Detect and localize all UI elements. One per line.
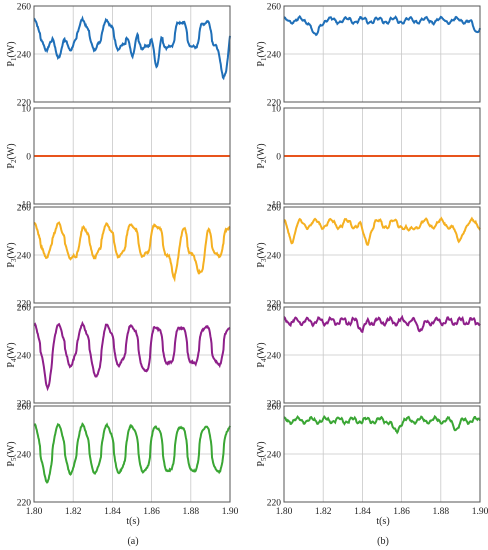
x-tick-label: 1.86: [393, 507, 410, 517]
x-axis-label-a: t(s): [126, 516, 139, 527]
y-tick-label: 0: [276, 153, 281, 163]
series-line-a1: [33, 15, 231, 81]
chart-a1: 220 240 260 P1(W): [6, 3, 231, 109]
chart-b1: 220 240 260 P1(W): [256, 3, 481, 109]
y-tick-label: 220: [17, 300, 32, 310]
x-tick-label: 1.90: [472, 507, 488, 517]
chart-b4: 220 240 260 P4(W): [256, 304, 481, 410]
y-tick-label: 220: [267, 300, 282, 310]
series-line-a4: [33, 320, 231, 392]
y-tick-label: 240: [17, 451, 32, 461]
x-tick-label: 1.90: [222, 507, 239, 517]
y-tick-label: 240: [17, 352, 32, 362]
y-tick-label: 260: [17, 204, 32, 214]
x-tick-label: 1.86: [143, 507, 160, 517]
y-tick-label: 220: [267, 499, 282, 509]
chart-a3: 220 240 260 P3(W): [6, 204, 231, 310]
series-line-a5: [33, 422, 231, 484]
plot-frame: [33, 206, 231, 304]
y-axis-label: P5(W): [256, 441, 268, 466]
x-tick-label: 1.80: [276, 507, 293, 517]
y-tick-label: 260: [17, 3, 32, 13]
x-tick-label: 1.88: [182, 507, 199, 517]
y-axis-label: P4(W): [6, 342, 18, 367]
chart-a5: 220 240 260 P5(W) 1.80 1.82 1.84 1.86 1.88 1.90: [6, 403, 239, 518]
plot-frame: [33, 5, 231, 103]
y-tick-label: 220: [17, 499, 32, 509]
y-axis-label: P3(W): [256, 242, 268, 267]
y-tick-label: 240: [267, 51, 282, 61]
y-tick-label: 10: [272, 105, 282, 115]
y-tick-label: 240: [17, 51, 32, 61]
y-tick-label: -10: [18, 201, 31, 211]
plot-frame: [33, 107, 231, 205]
caption-b: (b): [377, 536, 389, 547]
plot-frame: [33, 306, 231, 404]
series-line-a3: [33, 221, 231, 283]
y-tick-label: 260: [267, 204, 282, 214]
plot-frame: [33, 405, 231, 503]
y-tick-label: 240: [267, 252, 282, 262]
chart-a4: 220 240 260 P4(W): [6, 304, 231, 410]
y-tick-label: 220: [17, 99, 32, 109]
y-tick-label: 220: [267, 99, 282, 109]
y-axis-label: P5(W): [6, 441, 18, 466]
y-tick-label: 260: [17, 403, 32, 413]
plot-frame: [283, 107, 481, 205]
y-axis-label: P2(W): [256, 143, 268, 168]
chart-b3: 220 240 260 P3(W): [256, 204, 481, 310]
x-tick-label: 1.82: [65, 507, 82, 517]
caption-a: (a): [127, 536, 138, 547]
y-tick-label: 260: [267, 304, 282, 314]
plot-frame: [283, 5, 481, 103]
plot-frame: [283, 306, 481, 404]
x-tick-label: 1.82: [315, 507, 332, 517]
plot-frame: [283, 405, 481, 503]
chart-a2: -10 0 10 P2(W): [6, 105, 231, 211]
y-tick-label: 240: [267, 451, 282, 461]
y-tick-label: 260: [17, 304, 32, 314]
chart-b5: 220 240 260 P5(W) 1.80 1.82 1.84 1.86 1.88 1.90: [256, 403, 488, 518]
chart-panels: 220240260P1(W)-10010P2(W)220240260P3(W)2…: [6, 3, 488, 518]
y-tick-label: 0: [26, 153, 31, 163]
y-axis-label: P3(W): [6, 242, 18, 267]
x-tick-label: 1.88: [432, 507, 449, 517]
y-tick-label: 10: [22, 105, 32, 115]
y-tick-label: 260: [267, 3, 282, 13]
x-tick-label: 1.84: [354, 507, 371, 517]
y-tick-label: 220: [17, 400, 32, 410]
plot-frame: [283, 206, 481, 304]
y-tick-label: 240: [267, 352, 282, 362]
y-axis-label: P1(W): [256, 41, 268, 66]
y-axis-label: P2(W): [6, 143, 18, 168]
series-line-b5: [283, 414, 481, 435]
y-axis-label: P1(W): [6, 41, 18, 66]
x-tick-label: 1.84: [104, 507, 121, 517]
series-line-b3: [283, 216, 481, 246]
x-axis-label-b: t(s): [376, 516, 389, 527]
y-tick-label: 240: [17, 252, 32, 262]
series-line-b1: [283, 14, 481, 37]
y-axis-label: P4(W): [256, 342, 268, 367]
y-tick-label: 220: [267, 400, 282, 410]
x-tick-label: 1.80: [26, 507, 43, 517]
series-line-b4: [283, 314, 481, 333]
y-tick-label: 260: [267, 403, 282, 413]
chart-b2: -10 0 10 P2(W): [256, 105, 481, 211]
y-tick-label: -10: [268, 201, 281, 211]
